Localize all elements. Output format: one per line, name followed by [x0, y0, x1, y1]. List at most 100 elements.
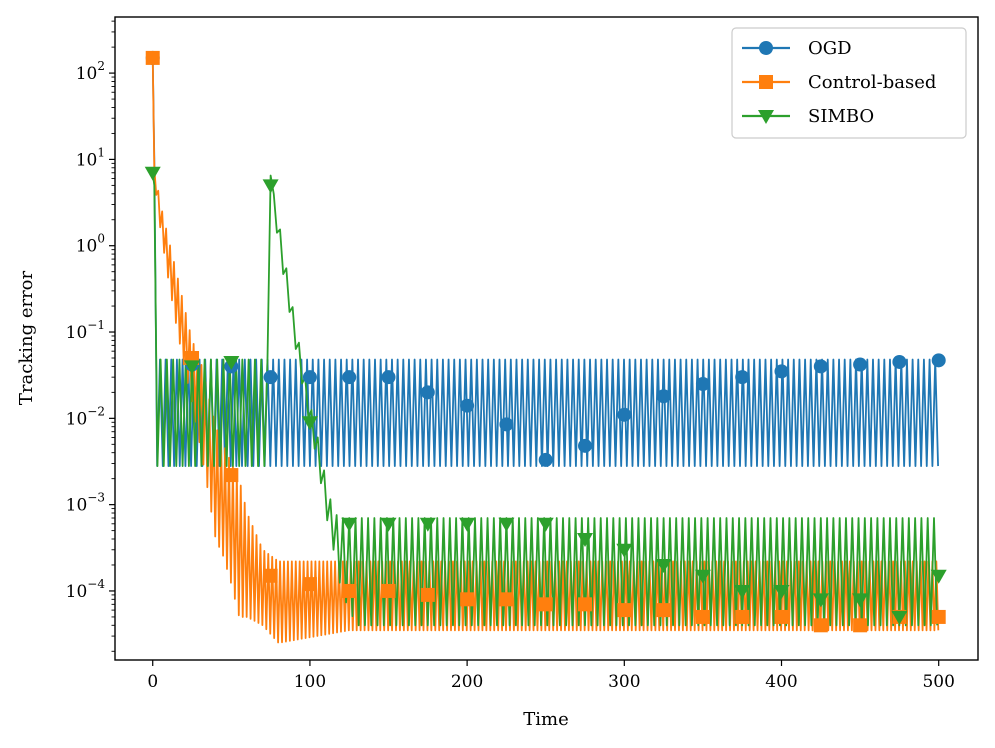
y-axis-label: Tracking error: [16, 270, 37, 405]
series-2-marker-17: [812, 593, 829, 608]
series-line-0: [151, 57, 939, 467]
series-2-marker-15: [734, 584, 751, 599]
legend-label-2: SIMBO: [808, 106, 874, 127]
series-0-marker-7: [420, 385, 435, 400]
series-2-marker-1: [184, 360, 201, 375]
y-tick-base: 10: [66, 409, 88, 429]
y-tick-exponent: −1: [87, 318, 105, 332]
series-0-marker-3: [263, 370, 278, 385]
series-1-marker-12: [617, 603, 632, 618]
y-tick-base: 10: [76, 237, 98, 257]
series-1-marker-3: [263, 568, 278, 583]
series-1-marker-5: [342, 583, 357, 598]
y-tick-label--4: 10−4: [66, 577, 106, 602]
legend-marker-2: [758, 110, 774, 124]
series-2-marker-13: [655, 558, 672, 573]
y-tick-exponent: 0: [97, 232, 105, 246]
series-0-marker-20: [931, 353, 946, 368]
y-tick-base: 10: [76, 64, 98, 84]
series-1-marker-7: [420, 587, 435, 602]
series-2-marker-3: [262, 179, 279, 194]
series-1-marker-0: [145, 50, 160, 65]
series-1-marker-16: [774, 609, 789, 624]
y-tick-exponent: −2: [87, 404, 105, 418]
series-0-marker-6: [381, 370, 396, 385]
series-2-marker-16: [773, 584, 790, 599]
series-1-marker-11: [578, 597, 593, 612]
series-2-marker-18: [852, 593, 869, 608]
y-tick-exponent: −3: [87, 491, 105, 505]
series-0-marker-17: [813, 359, 828, 374]
series-2-marker-14: [694, 569, 711, 584]
x-tick-label-0: 0: [147, 672, 158, 692]
series-0-marker-11: [578, 438, 593, 453]
series-2-marker-10: [537, 517, 554, 532]
x-tick-label-200: 200: [451, 672, 483, 692]
series-1-marker-4: [302, 577, 317, 592]
series-2-marker-6: [380, 517, 397, 532]
series-2-marker-8: [459, 517, 476, 532]
y-tick-base: 10: [66, 582, 88, 602]
y-tick-label-1: 101: [76, 145, 105, 170]
y-tick-exponent: 2: [97, 59, 105, 73]
series-0-marker-16: [774, 364, 789, 379]
series-0-marker-13: [656, 389, 671, 404]
series-2-marker-0: [144, 166, 161, 181]
series-0-marker-14: [695, 376, 710, 391]
x-tick-label-300: 300: [608, 672, 640, 692]
marker-layer: [144, 50, 947, 633]
series-1-marker-18: [853, 618, 868, 633]
series-0-marker-9: [499, 417, 514, 432]
series-0-marker-5: [342, 370, 357, 385]
y-tick-label-2: 102: [76, 59, 105, 84]
series-1-marker-9: [499, 592, 514, 607]
series-0-marker-12: [617, 407, 632, 422]
y-tick-exponent: −4: [87, 577, 105, 591]
x-axis-label: Time: [523, 709, 568, 730]
series-2-marker-2: [223, 355, 240, 370]
legend-marker-1: [759, 75, 773, 89]
series-1-marker-13: [656, 603, 671, 618]
y-tick-base: 10: [66, 496, 88, 516]
y-tick-base: 10: [76, 150, 98, 170]
y-tick-label--2: 10−2: [66, 404, 105, 429]
plot-frame: [114, 16, 979, 661]
series-2-marker-19: [891, 610, 908, 625]
series-2-marker-5: [341, 517, 358, 532]
x-tick-label-500: 500: [922, 672, 954, 692]
x-tick-label-400: 400: [765, 672, 797, 692]
series-2-marker-7: [419, 517, 436, 532]
series-0-marker-10: [538, 452, 553, 467]
legend-marker-0: [759, 41, 773, 55]
legend-label-0: OGD: [808, 38, 852, 59]
series-1-marker-20: [931, 609, 946, 624]
series-1-marker-6: [381, 583, 396, 598]
series-2-marker-20: [930, 569, 947, 584]
series-line-1: [151, 57, 940, 644]
y-tick-label--1: 10−1: [66, 318, 105, 343]
series-0-marker-4: [302, 370, 317, 385]
series-0-marker-15: [735, 370, 750, 385]
legend-label-1: Control-based: [808, 72, 936, 93]
series-1-marker-17: [813, 618, 828, 633]
y-tick-label--3: 10−3: [66, 491, 105, 516]
series-2-marker-4: [301, 416, 318, 431]
series-0-marker-18: [853, 357, 868, 372]
series-1-marker-15: [735, 609, 750, 624]
series-2-marker-11: [577, 532, 594, 547]
legend-box: [731, 27, 967, 139]
series-0-marker-19: [892, 354, 907, 369]
series-0-marker-8: [460, 398, 475, 413]
series-1-marker-10: [538, 597, 553, 612]
y-tick-base: 10: [66, 323, 88, 343]
series-1-marker-2: [224, 468, 239, 483]
y-tick-label-0: 100: [76, 232, 105, 257]
series-1-marker-14: [695, 609, 710, 624]
y-tick-exponent: 1: [97, 145, 105, 159]
series-2-marker-9: [498, 517, 515, 532]
series-1-marker-8: [460, 592, 475, 607]
legend: OGD Control-based SIMBO: [731, 27, 967, 139]
series-2-marker-12: [616, 543, 633, 558]
